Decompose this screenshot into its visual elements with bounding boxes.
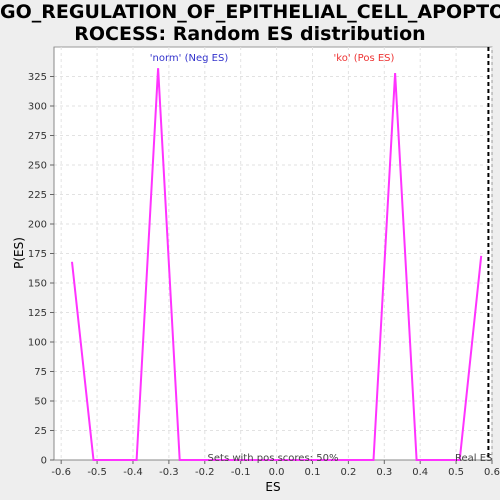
y-axis-title: P(ES) <box>12 237 26 269</box>
x-tick-label: -0.3 <box>159 467 179 478</box>
chart-title-line-1: GO_REGULATION_OF_EPITHELIAL_CELL_APOPTOT… <box>0 1 500 23</box>
y-tick-label: 0 <box>41 456 47 467</box>
real-es-label: Real ES <box>455 453 492 464</box>
y-tick-label: 150 <box>28 279 47 290</box>
chart-title-line-2: ROCESS: Random ES distribution <box>74 23 426 45</box>
x-tick-label: -0.4 <box>123 467 143 478</box>
y-tick-label: 200 <box>28 220 47 231</box>
y-tick-label: 125 <box>28 308 47 319</box>
x-tick-label: 0.2 <box>340 467 356 478</box>
x-tick-label: 0.1 <box>305 467 321 478</box>
x-tick-label: 0.3 <box>376 467 392 478</box>
x-tick-label: -0.5 <box>87 467 107 478</box>
y-tick-label: 175 <box>28 249 47 260</box>
x-tick-label: 0.4 <box>412 467 428 478</box>
x-tick-label: 0.6 <box>484 467 500 478</box>
annotations: 'norm' (Neg ES) 'ko' (Pos ES) Sets with po… <box>150 47 492 464</box>
neg-es-label: 'norm' (Neg ES) <box>150 53 229 64</box>
es-distribution-line <box>71 68 483 461</box>
chart-title: GO_REGULATION_OF_EPITHELIAL_CELL_APOPTOT… <box>0 1 500 45</box>
series <box>71 68 483 461</box>
x-axis-title: ES <box>265 480 280 494</box>
y-tick-label: 300 <box>28 102 47 113</box>
y-tick-label: 325 <box>28 72 47 83</box>
y-tick-label: 25 <box>34 426 47 437</box>
x-tick-label: 0.5 <box>448 467 464 478</box>
y-tick-label: 100 <box>28 338 47 349</box>
pos-scores-fraction: Sets with pos scores: 50% <box>208 453 339 464</box>
y-tick-label: 250 <box>28 161 47 172</box>
y-tick-label: 225 <box>28 190 47 201</box>
x-tick-label: -0.2 <box>195 467 215 478</box>
y-tick-label: 75 <box>34 367 47 378</box>
y-tick-label: 275 <box>28 131 47 142</box>
x-tick-label: 0.0 <box>269 467 285 478</box>
pos-es-label: 'ko' (Pos ES) <box>334 53 395 64</box>
x-tick-label: -0.6 <box>51 467 71 478</box>
y-tick-label: 50 <box>34 397 47 408</box>
x-tick-label: -0.1 <box>231 467 251 478</box>
